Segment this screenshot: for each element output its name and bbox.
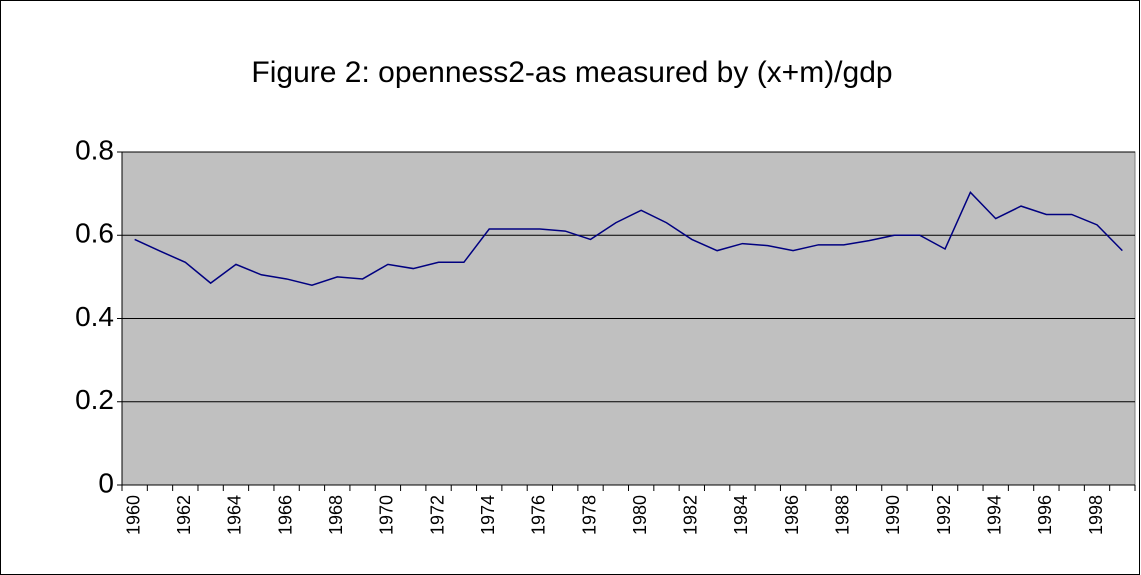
x-tick-label: 1998	[1086, 495, 1106, 535]
x-tick-label: 1994	[984, 495, 1004, 535]
x-tick-label: 1982	[681, 495, 701, 535]
y-tick-label: 0.2	[75, 384, 114, 415]
series-line	[134, 191, 1123, 286]
y-tick-label: 0	[98, 467, 114, 498]
x-tick-label: 1984	[731, 495, 751, 535]
x-tick-label: 1968	[326, 495, 346, 535]
x-tick-label: 1974	[478, 495, 498, 535]
x-tick-label: 1962	[174, 495, 194, 535]
y-tick-label: 0.4	[75, 301, 114, 332]
x-tick-label: 1964	[225, 495, 245, 535]
x-tick-label: 1986	[782, 495, 802, 535]
x-tick-label: 1970	[377, 495, 397, 535]
x-tick-label: 1980	[630, 495, 650, 535]
x-tick-label: 1976	[529, 495, 549, 535]
chart-title: Figure 2: openness2-as measured by (x+m)…	[251, 56, 892, 89]
x-tick-label: 1990	[883, 495, 903, 535]
y-tick-label: 0.8	[75, 134, 114, 165]
x-tick-label: 1988	[833, 495, 853, 535]
x-tick-label: 1996	[1035, 495, 1055, 535]
y-tick-label: 0.6	[75, 218, 114, 249]
x-tick-label: 1966	[275, 495, 295, 535]
x-tick-label: 1992	[934, 495, 954, 535]
x-tick-label: 1972	[427, 495, 447, 535]
x-tick-label: 1960	[123, 495, 143, 535]
x-tick-label: 1978	[579, 495, 599, 535]
